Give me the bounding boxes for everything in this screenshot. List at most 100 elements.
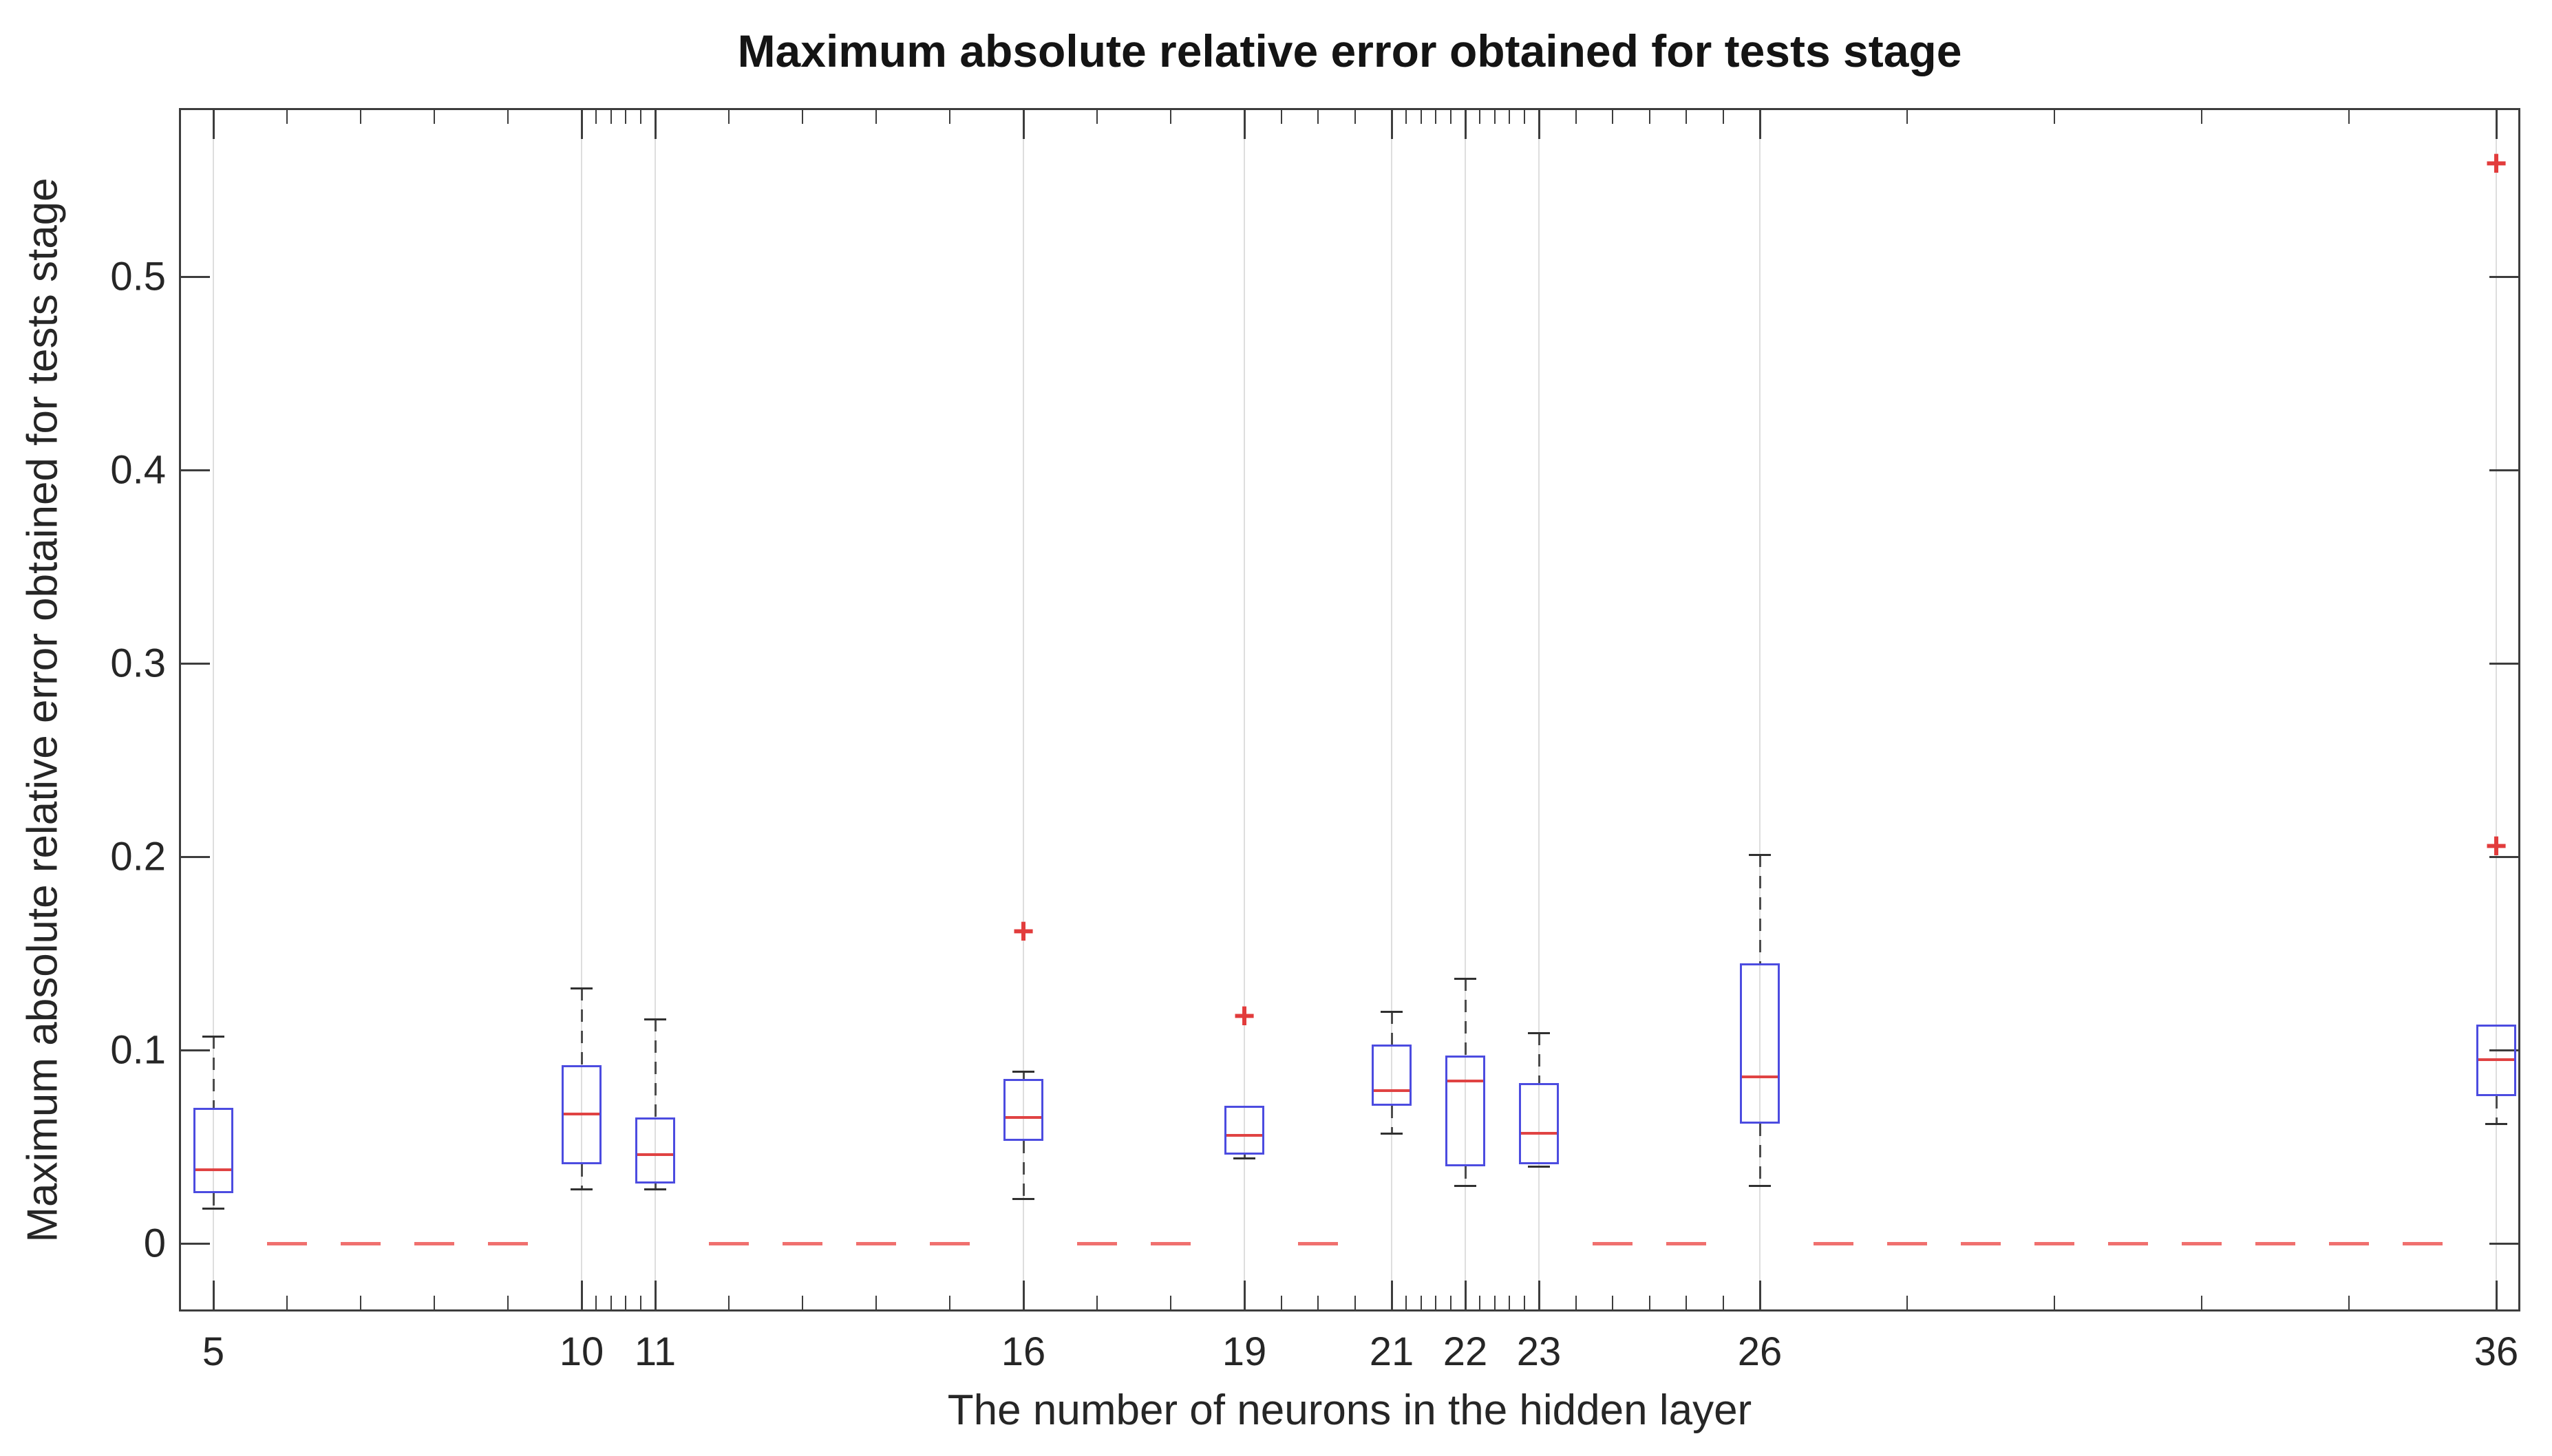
y-tick-left: [181, 1049, 210, 1051]
lower-whisker-cap: [2485, 1122, 2507, 1125]
x-minor-tick-bottom: [1170, 1296, 1171, 1309]
x-minor-tick-bottom: [639, 1296, 641, 1309]
lower-whisker: [1464, 1166, 1467, 1186]
x-minor-tick-top: [639, 110, 641, 124]
x-minor-tick-bottom: [1354, 1296, 1356, 1309]
upper-whisker: [654, 1019, 657, 1118]
x-major-tick-bottom: [2496, 1281, 2498, 1309]
x-gridline: [1465, 110, 1466, 1309]
x-minor-tick-top: [2054, 110, 2055, 124]
x-tick-label: 10: [559, 1329, 604, 1374]
x-minor-tick-top: [1612, 110, 1613, 124]
y-axis-label: Maximum absolute relative error obtained…: [19, 178, 67, 1243]
boxplot-box: [2476, 1025, 2516, 1097]
x-gridline: [2496, 110, 2497, 1309]
zero-median-dash: [709, 1241, 749, 1245]
outlier-marker: +: [2485, 824, 2507, 866]
boxplot-box: [635, 1117, 675, 1184]
y-tick-left: [181, 663, 210, 665]
x-minor-tick-bottom: [1280, 1296, 1282, 1309]
y-tick-right: [2489, 1243, 2518, 1245]
x-minor-tick-bottom: [949, 1296, 950, 1309]
median-line: [1006, 1116, 1041, 1120]
lower-whisker: [1758, 1123, 1761, 1186]
x-tick-label: 11: [634, 1329, 677, 1374]
x-major-tick-top: [655, 110, 657, 139]
upper-whisker-cap: [571, 987, 593, 990]
x-major-tick-bottom: [1391, 1281, 1393, 1309]
x-minor-tick-bottom: [728, 1296, 730, 1309]
y-tick-label: 0.1: [110, 1027, 166, 1073]
plot-area: 5 10 11 16 19 21 22 23 26 36 0 0.1 0.2 0.3 0.4 0.5 + + + +: [110, 108, 2520, 1374]
boxplot-box: [193, 1108, 233, 1193]
lower-whisker: [2495, 1096, 2498, 1124]
y-tick-right: [2489, 856, 2518, 858]
lower-whisker-cap: [1381, 1132, 1403, 1135]
x-minor-tick-bottom: [802, 1296, 803, 1309]
upper-whisker-cap: [1749, 854, 1771, 857]
zero-median-dash: [267, 1241, 307, 1245]
x-minor-tick-top: [1435, 110, 1437, 124]
x-minor-tick-bottom: [625, 1296, 627, 1309]
upper-whisker-cap: [1528, 1031, 1550, 1034]
boxplot-box: [562, 1065, 602, 1164]
x-minor-tick-top: [1096, 110, 1098, 124]
x-minor-tick-top: [1170, 110, 1171, 124]
x-minor-tick-top: [625, 110, 627, 124]
x-axis-label: The number of neurons in the hidden laye…: [947, 1387, 1752, 1434]
zero-median-dash: [1298, 1241, 1338, 1245]
median-line: [564, 1112, 599, 1115]
upper-whisker-cap: [644, 1018, 666, 1021]
upper-whisker-cap: [1454, 978, 1476, 981]
y-tick-left: [181, 856, 210, 858]
x-gridline: [1244, 110, 1245, 1309]
y-tick-label: 0: [143, 1221, 166, 1266]
y-tick-right: [2489, 469, 2518, 471]
boxplot-box: [1519, 1082, 1559, 1164]
y-tick-right: [2489, 276, 2518, 278]
x-minor-tick-top: [507, 110, 509, 124]
x-minor-tick-top: [728, 110, 730, 124]
zero-median-dash: [1077, 1241, 1117, 1245]
x-minor-tick-top: [1449, 110, 1452, 124]
y-tick-label: 0.3: [110, 641, 166, 686]
x-minor-tick-bottom: [1686, 1296, 1687, 1309]
y-tick-left: [181, 469, 210, 471]
x-minor-tick-bottom: [1906, 1296, 1908, 1309]
zero-median-dash: [1593, 1241, 1633, 1245]
x-major-tick-top: [1023, 110, 1025, 139]
x-tick-label: 36: [2474, 1329, 2519, 1374]
upper-whisker: [1390, 1011, 1393, 1045]
x-major-tick-bottom: [213, 1281, 215, 1309]
lower-whisker: [1390, 1106, 1393, 1133]
x-minor-tick-bottom: [595, 1296, 597, 1309]
x-minor-tick-top: [1493, 110, 1496, 124]
x-minor-tick-bottom: [286, 1296, 288, 1309]
x-minor-tick-top: [1722, 110, 1724, 124]
zero-median-dash: [2403, 1241, 2443, 1245]
x-minor-tick-bottom: [1648, 1296, 1650, 1309]
x-minor-tick-top: [1648, 110, 1650, 124]
x-tick-label: 21: [1369, 1329, 1414, 1374]
median-line: [1742, 1075, 1778, 1079]
x-major-tick-top: [1244, 110, 1246, 139]
upper-whisker: [212, 1036, 215, 1109]
median-line: [1447, 1079, 1483, 1082]
boxplot-box: [1224, 1106, 1264, 1155]
x-minor-tick-top: [1317, 110, 1319, 124]
x-major-tick-bottom: [655, 1281, 657, 1309]
x-tick-label: 16: [1001, 1329, 1046, 1374]
lower-whisker-cap: [644, 1188, 666, 1191]
x-gridline: [213, 110, 214, 1309]
zero-median-dash: [2329, 1241, 2369, 1245]
x-minor-tick-bottom: [2348, 1296, 2350, 1309]
median-line: [1226, 1133, 1262, 1137]
x-minor-tick-bottom: [610, 1296, 612, 1309]
zero-median-dash: [856, 1241, 896, 1245]
zero-median-dash: [1151, 1241, 1191, 1245]
x-minor-tick-top: [360, 110, 361, 124]
x-gridline: [1391, 110, 1392, 1309]
y-tick-right: [2489, 663, 2518, 665]
x-major-tick-bottom: [1023, 1281, 1025, 1309]
